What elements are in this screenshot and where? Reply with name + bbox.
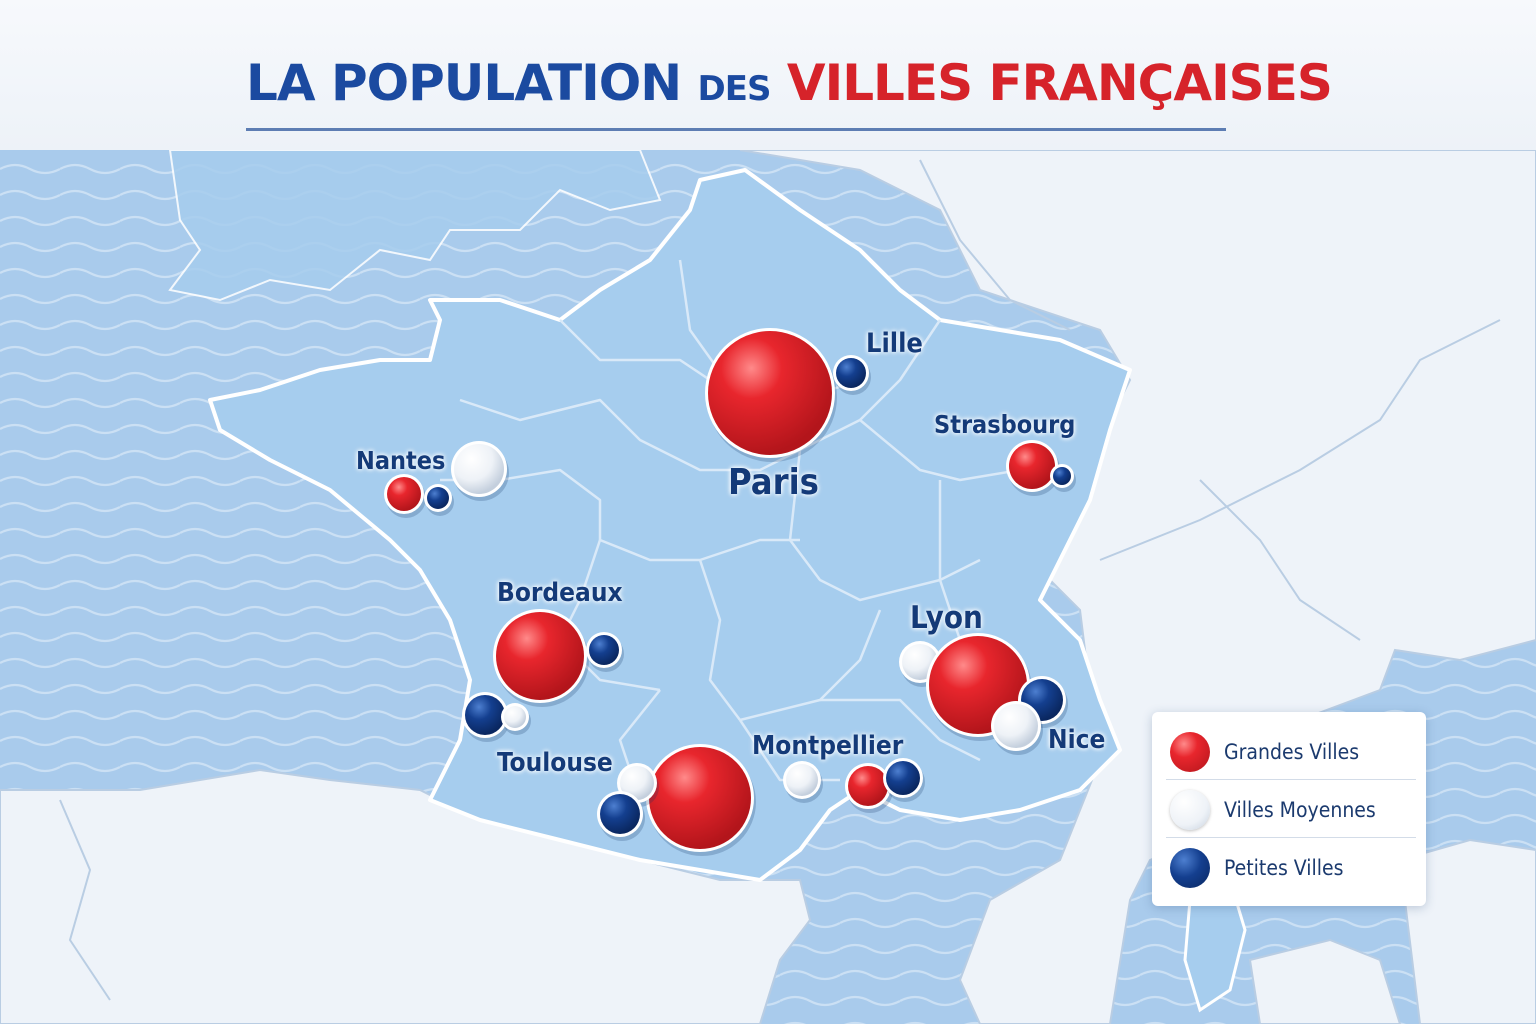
label-paris: Paris bbox=[728, 462, 819, 503]
label-strasbourg: Strasbourg bbox=[934, 410, 1076, 439]
lille-bubble bbox=[836, 358, 866, 388]
arcachon-medium-bubble bbox=[504, 706, 526, 728]
label-toulouse: Toulouse bbox=[497, 748, 613, 778]
montpellier-small-bubble bbox=[886, 761, 920, 795]
montpellier-bubble bbox=[848, 766, 888, 806]
city-markers bbox=[384, 328, 1076, 856]
title-part-1: La Population bbox=[246, 54, 682, 112]
nice-bubble bbox=[994, 704, 1038, 748]
legend-row-large: Grandes Villes bbox=[1152, 724, 1426, 782]
label-lyon: Lyon bbox=[910, 600, 983, 636]
label-nice: Nice bbox=[1048, 725, 1106, 755]
legend-label-small: Petites Villes bbox=[1224, 856, 1344, 880]
montpellier-medium-bubble bbox=[786, 764, 818, 796]
nantes-large-bubble bbox=[387, 477, 421, 511]
strasbourg-bubble bbox=[1009, 443, 1055, 489]
legend-swatch-small bbox=[1170, 848, 1210, 888]
legend-row-small: Petites Villes bbox=[1152, 840, 1426, 898]
map-canvas bbox=[0, 150, 1536, 1024]
nantes-bubble bbox=[454, 444, 504, 494]
paris-bubble bbox=[708, 331, 832, 455]
label-nantes: Nantes bbox=[356, 446, 446, 475]
bordeaux-small-bubble bbox=[589, 635, 619, 665]
arcachon-bubble bbox=[465, 695, 505, 735]
toulouse-medium-bubble bbox=[620, 766, 654, 800]
france-landmass bbox=[208, 168, 1132, 882]
legend-row-medium: Villes Moyennes bbox=[1152, 782, 1426, 840]
strasbourg-small-bubble bbox=[1053, 467, 1071, 485]
legend-swatch-large bbox=[1170, 732, 1210, 772]
title-underline bbox=[246, 128, 1226, 131]
neighbor-borders bbox=[59, 159, 1501, 1001]
legend-swatch-medium bbox=[1170, 790, 1210, 830]
toulouse-small-bubble bbox=[600, 794, 640, 834]
label-lille: Lille bbox=[866, 328, 923, 359]
map-title: La Population des Villes Françaises bbox=[246, 48, 1333, 124]
legend-label-large: Grandes Villes bbox=[1224, 740, 1360, 764]
legend: Grandes Villes Villes Moyennes Petites V… bbox=[1152, 712, 1426, 906]
bordeaux-bubble bbox=[496, 612, 584, 700]
nantes-small-bubble bbox=[427, 487, 449, 509]
title-part-3: Villes Françaises bbox=[786, 54, 1333, 112]
header bbox=[0, 0, 1536, 150]
toulouse-bubble bbox=[649, 747, 751, 849]
uk-landmass bbox=[168, 150, 662, 302]
label-montpellier: Montpellier bbox=[752, 731, 904, 761]
title-part-2: des bbox=[697, 69, 772, 109]
legend-label-medium: Villes Moyennes bbox=[1224, 798, 1376, 822]
label-bordeaux: Bordeaux bbox=[497, 578, 623, 608]
legend-divider bbox=[1166, 779, 1416, 780]
legend-divider bbox=[1166, 837, 1416, 838]
